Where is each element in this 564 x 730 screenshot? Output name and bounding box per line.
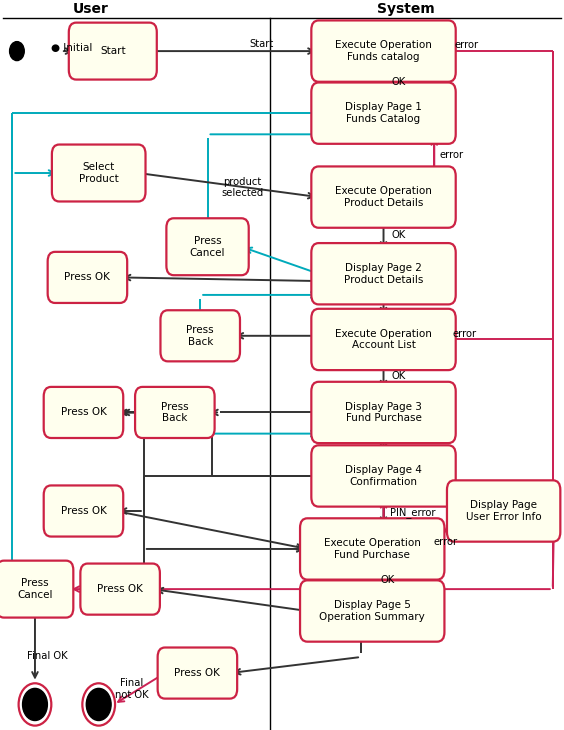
FancyBboxPatch shape <box>69 23 157 80</box>
FancyBboxPatch shape <box>311 309 456 370</box>
FancyBboxPatch shape <box>160 310 240 361</box>
FancyBboxPatch shape <box>311 243 456 304</box>
Text: Press OK: Press OK <box>64 272 111 283</box>
Text: Display Page 3
Fund Purchase: Display Page 3 Fund Purchase <box>345 402 422 423</box>
Text: Press
Cancel: Press Cancel <box>190 236 225 258</box>
Text: error: error <box>440 150 464 160</box>
Text: Press OK: Press OK <box>60 407 107 418</box>
Text: System: System <box>377 1 435 16</box>
Text: Display Page 2
Product Details: Display Page 2 Product Details <box>344 263 423 285</box>
FancyBboxPatch shape <box>311 382 456 443</box>
Circle shape <box>10 42 24 61</box>
FancyBboxPatch shape <box>311 166 456 228</box>
Text: Press OK: Press OK <box>174 668 221 678</box>
FancyBboxPatch shape <box>447 480 560 542</box>
Text: Press
Back: Press Back <box>161 402 188 423</box>
Circle shape <box>86 688 111 721</box>
FancyBboxPatch shape <box>80 564 160 615</box>
Text: Final OK: Final OK <box>27 651 67 661</box>
Text: error: error <box>453 328 477 339</box>
Text: Display Page 5
Operation Summary: Display Page 5 Operation Summary <box>319 600 425 622</box>
Text: product
selected: product selected <box>222 177 263 199</box>
FancyBboxPatch shape <box>166 218 249 275</box>
FancyBboxPatch shape <box>135 387 214 438</box>
FancyBboxPatch shape <box>52 145 146 201</box>
FancyBboxPatch shape <box>300 518 444 580</box>
FancyBboxPatch shape <box>47 252 127 303</box>
FancyBboxPatch shape <box>311 82 456 144</box>
FancyBboxPatch shape <box>44 387 123 438</box>
FancyBboxPatch shape <box>311 445 456 507</box>
Circle shape <box>23 688 47 721</box>
Text: Execute Operation
Funds catalog: Execute Operation Funds catalog <box>335 40 432 62</box>
Text: Display Page 1
Funds Catalog: Display Page 1 Funds Catalog <box>345 102 422 124</box>
Text: Start: Start <box>100 46 126 56</box>
Text: ● Initial: ● Initial <box>51 43 92 53</box>
FancyBboxPatch shape <box>44 485 123 537</box>
Text: Execute Operation
Account List: Execute Operation Account List <box>335 328 432 350</box>
Text: Display Page
User Error Info: Display Page User Error Info <box>466 500 541 522</box>
Text: Press
Cancel: Press Cancel <box>17 578 52 600</box>
Text: Final
not OK: Final not OK <box>115 678 149 700</box>
Text: Start: Start <box>249 39 273 49</box>
Text: OK: OK <box>392 77 406 87</box>
FancyBboxPatch shape <box>157 648 237 699</box>
Text: Press OK: Press OK <box>60 506 107 516</box>
Text: Select
Product: Select Product <box>79 162 118 184</box>
FancyBboxPatch shape <box>0 561 73 618</box>
Text: OK: OK <box>392 231 406 240</box>
Text: OK: OK <box>381 575 395 585</box>
Text: Execute Operation
Fund Purchase: Execute Operation Fund Purchase <box>324 538 421 560</box>
Text: PIN_error: PIN_error <box>390 507 436 518</box>
Text: User: User <box>72 1 108 16</box>
Text: Display Page 4
Confirmation: Display Page 4 Confirmation <box>345 465 422 487</box>
FancyBboxPatch shape <box>300 580 444 642</box>
Text: error: error <box>434 537 458 547</box>
Text: OK: OK <box>392 371 406 381</box>
Text: Press
Back: Press Back <box>187 325 214 347</box>
FancyBboxPatch shape <box>311 20 456 82</box>
Text: Execute Operation
Product Details: Execute Operation Product Details <box>335 186 432 208</box>
Text: Press OK: Press OK <box>97 584 143 594</box>
Text: error: error <box>454 40 478 50</box>
